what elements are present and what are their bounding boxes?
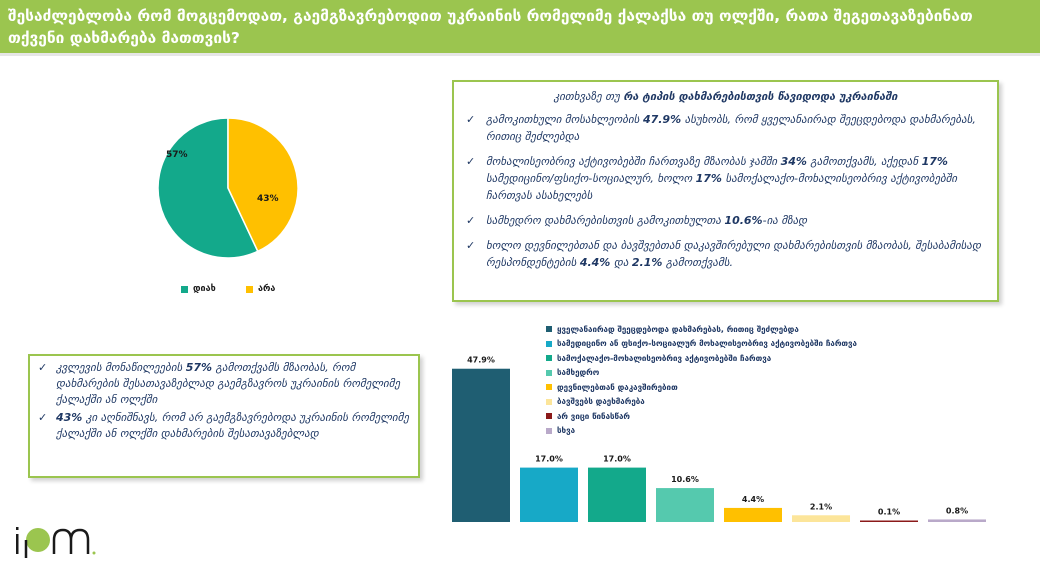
box-title-bold: რა ტიპის დახმარებისთვის წავიდოდა უკრაინა… [623, 90, 898, 103]
legend-swatch [546, 369, 552, 376]
logo-mark [52, 528, 90, 554]
page-title: შესაძლებლობა რომ მოგცემოდათ, გაემგზავრებ… [8, 7, 973, 47]
summary-box-left: ✓ კვლევის მონაწილეების 57% გამოთქვამს მზ… [28, 354, 420, 478]
box-title-text: კითხვაზე თუ [553, 90, 624, 103]
legend-swatch [546, 413, 552, 420]
bar-data-label: 2.1% [810, 502, 832, 511]
bullet-text: 43% კი აღნიშნავს, რომ არ გაემგზავრებოდა … [56, 411, 409, 440]
legend-label: სამედიცინო ან ფსიქო-სოციალურ მოხალისეობრ… [557, 339, 857, 349]
bar [860, 520, 918, 522]
legend-item: ბავშვებს დაეხმარება [546, 395, 857, 410]
bar-data-label: 0.8% [946, 506, 968, 515]
bar [588, 467, 646, 522]
bullet-text: ხოლო დევნილებთან და ბავშვებთან დაკავშირე… [486, 239, 981, 269]
checkmark-icon: ✓ [466, 214, 476, 227]
bar-data-label: 10.6% [671, 475, 699, 484]
summary-box-right: კითხვაზე თუ რა ტიპის დახმარებისთვის წავი… [452, 80, 999, 302]
pie-chart [148, 108, 308, 268]
bar [452, 368, 510, 522]
pie-label-no: 43% [257, 194, 279, 204]
legend-label: ბავშვებს დაეხმარება [557, 397, 645, 407]
bullet-text: კვლევის მონაწილეების 57% გამოთქვამს მზაო… [56, 361, 401, 406]
bar-chart: 47.9% 17.0% 17.0% 10.6% 4.4% 2.1% 0.1% 0.8% [452, 356, 986, 522]
legend-label: სამხედრო [557, 368, 600, 378]
bullet-item: ✓ მოხალისეობრივ აქტივობებში ჩართვაზე მზა… [466, 153, 985, 204]
legend-swatch [546, 326, 552, 333]
legend-swatch [546, 355, 552, 362]
bar-data-label: 4.4% [742, 495, 764, 504]
bar [656, 488, 714, 522]
pie-legend-yes: დიახ [181, 284, 216, 294]
checkmark-icon: ✓ [466, 155, 476, 168]
legend-swatch [246, 285, 253, 293]
logo-mark [26, 528, 50, 552]
legend-item: არ ვიცი წინასწარ [546, 409, 857, 424]
logo-mark [16, 527, 19, 530]
bullet-item: ✓ სამხედრო დახმარებისთვის გამოკითხულთა 1… [466, 212, 985, 229]
legend-swatch [546, 398, 552, 405]
logo-mark [16, 534, 19, 554]
bar-chart-legend: ყველანაირად შეეცდებოდა დახმარებას, რითიც… [546, 322, 857, 438]
legend-label: სხვა [557, 426, 576, 436]
pie-slice-yes [157, 117, 259, 259]
bullet-text: სამხედრო დახმარებისთვის გამოკითხულთა 10.… [486, 214, 808, 227]
bar-data-label: 17.0% [535, 455, 563, 464]
bar [724, 507, 782, 522]
bar [520, 467, 578, 522]
logo-mark [92, 551, 96, 555]
checkmark-icon: ✓ [466, 239, 476, 252]
legend-label: დევნილებთან დაკავშირებით [557, 382, 678, 392]
checkmark-icon: ✓ [466, 113, 476, 126]
bar [928, 519, 986, 522]
bar-data-label: 47.9% [467, 356, 495, 365]
legend-item: სამხედრო [546, 366, 857, 381]
bar [792, 515, 850, 522]
legend-swatch [546, 427, 552, 434]
box-title: კითხვაზე თუ რა ტიპის დახმარებისთვის წავი… [466, 90, 985, 103]
legend-label: სამოქალაქო-მოხალისეობრივ აქტივობებში ჩარ… [557, 353, 772, 363]
checkmark-icon: ✓ [38, 411, 48, 424]
bullet-item: ✓ ხოლო დევნილებთან და ბავშვებთან დაკავში… [466, 237, 985, 271]
iom-logo [16, 527, 96, 558]
bullet-item: ✓ კვლევის მონაწილეების 57% გამოთქვამს მზ… [38, 360, 410, 408]
pie-chart-svg [157, 117, 299, 259]
bar-data-label: 0.1% [878, 508, 900, 517]
checkmark-icon: ✓ [38, 361, 48, 374]
pie-label-yes: 57% [166, 150, 188, 160]
header-banner: შესაძლებლობა რომ მოგცემოდათ, გაემგზავრებ… [0, 0, 1040, 56]
pie-legend-no: არა [246, 284, 275, 294]
legend-swatch [546, 384, 552, 391]
bullet-text: მოხალისეობრივ აქტივობებში ჩართვაზე მზაობ… [486, 155, 958, 202]
bullet-text: გამოკითხული მოსახლეობის 47.9% ასუხობს, რ… [486, 113, 976, 143]
legend-swatch [546, 340, 552, 347]
legend-swatch [181, 285, 188, 293]
legend-item: დევნილებთან დაკავშირებით [546, 380, 857, 395]
bullet-item: ✓ 43% კი აღნიშნავს, რომ არ გაემგზავრებოდ… [38, 410, 410, 442]
legend-label: ყველანაირად შეეცდებოდა დახმარებას, რითიც… [557, 324, 799, 334]
bullet-item: ✓ გამოკითხული მოსახლეობის 47.9% ასუხობს,… [466, 111, 985, 145]
bar-data-label: 17.0% [603, 455, 631, 464]
legend-item: სამოქალაქო-მოხალისეობრივ აქტივობებში ჩარ… [546, 351, 857, 366]
legend-label: არა [258, 284, 276, 294]
pie-slice-no [227, 117, 299, 253]
legend-item: სამედიცინო ან ფსიქო-სოციალურ მოხალისეობრ… [546, 337, 857, 352]
legend-item: სხვა [546, 424, 857, 439]
legend-label: არ ვიცი წინასწარ [557, 411, 630, 421]
legend-item: ყველანაირად შეეცდებოდა დახმარებას, რითიც… [546, 322, 857, 337]
legend-label: დიახ [193, 284, 216, 294]
